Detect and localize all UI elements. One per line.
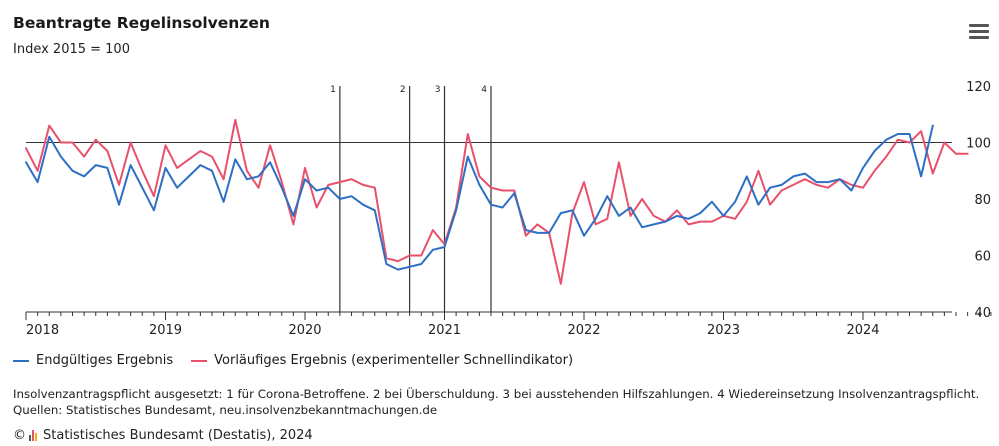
x-tick-label: 2018	[26, 323, 59, 338]
menu-bar	[969, 30, 989, 33]
y-tick-label: 100	[966, 137, 991, 152]
copyright-symbol: ©	[13, 428, 26, 443]
y-tick-label: 120	[966, 80, 991, 95]
logo-bar	[32, 430, 34, 441]
marker-label-1: 1	[330, 85, 336, 95]
series-line-preliminary	[25, 118, 969, 285]
copyright-text: Statistisches Bundesamt (Destatis), 2024	[43, 428, 313, 443]
footer-credit: © Statistisches Bundesamt (Destatis), 20…	[13, 428, 313, 443]
x-tick-label: 2020	[288, 323, 321, 338]
chart-legend: Endgültiges Ergebnis Vorläufiges Ergebni…	[13, 353, 573, 368]
legend-swatch-preliminary	[191, 359, 208, 362]
y-tick-label: 40	[974, 306, 991, 321]
note-suspension: Insolvenzantragspflicht ausgesetzt: 1 fü…	[13, 387, 980, 401]
x-tick-label: 2019	[149, 323, 182, 338]
x-tick-label: 2023	[707, 323, 740, 338]
marker-label-4: 4	[481, 85, 487, 95]
chart-notes: Insolvenzantragspflicht ausgesetzt: 1 fü…	[13, 386, 979, 418]
marker-label-2: 2	[400, 85, 406, 95]
logo-bar	[35, 433, 37, 441]
logo-bar	[29, 435, 31, 441]
marker-label-3: 3	[435, 85, 441, 95]
legend-label-preliminary: Vorläufiges Ergebnis (experimenteller Sc…	[214, 353, 574, 368]
hamburger-menu-icon[interactable]	[969, 24, 989, 42]
x-tick-label: 2021	[428, 323, 461, 338]
legend-swatch-final	[13, 359, 29, 362]
note-sources: Quellen: Statistisches Bundesamt, neu.in…	[13, 403, 438, 417]
x-tick-label: 2022	[567, 323, 600, 338]
y-tick-label: 80	[974, 193, 991, 208]
destatis-logo-icon	[29, 430, 37, 441]
chart-subtitle: Index 2015 = 100	[13, 42, 130, 57]
menu-bar	[969, 36, 989, 39]
chart-title: Beantragte Regelinsolvenzen	[13, 14, 270, 32]
x-tick-label: 2024	[846, 323, 879, 338]
series-line-final	[25, 124, 934, 271]
line-chart: 2018 2019 2020 2021 2022 2023 2024 40 60 80 100 120…	[25, 80, 992, 338]
y-tick-label: 60	[974, 250, 991, 265]
legend-label-final: Endgültiges Ergebnis	[36, 353, 174, 368]
legend-item-final[interactable]: Endgültiges Ergebnis	[13, 353, 173, 368]
menu-bar	[969, 24, 989, 27]
legend-item-preliminary[interactable]: Vorläufiges Ergebnis (experimenteller Sc…	[191, 353, 573, 368]
